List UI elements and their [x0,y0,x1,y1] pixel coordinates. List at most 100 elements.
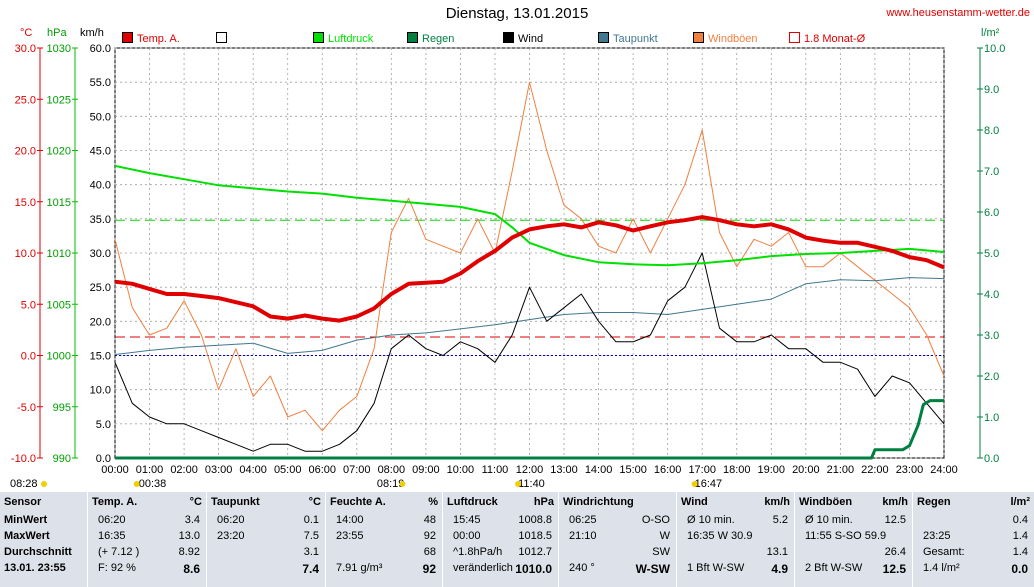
stats-label: 16:35 W 30.9 [687,530,753,542]
stats-footer: 2 Bft W-SW 12.5 [795,562,912,576]
pressure-tick: 1015 [47,197,71,209]
rain-tick: 7.0 [984,166,999,178]
stats-value: 92 [423,530,436,542]
temp-tick: 30.0 [15,43,36,55]
temp-tick: -10.0 [11,453,36,465]
column-unit: °C [308,496,321,508]
stats-label: (+ 7.12 ) [98,546,140,558]
stats-column-regen: Regen l/m² 0.4 23:25 1.4 Gesamt: 1.4 1.4 l/m² 0.… [913,492,1034,587]
stats-value: W [659,530,670,542]
legend-item: 1.8 Monat-Ø [789,32,865,45]
temp-tick: 10.0 [15,248,36,260]
stats-label: 23:20 [217,530,245,542]
time-tick: 17:00 [688,464,716,476]
legend-swatch [503,32,514,43]
legend-item: Wind [503,32,543,45]
event-marker-dot [41,481,47,487]
stats-value: 1008.8 [518,514,552,526]
stats-label: 06:25 [569,514,597,526]
legend-swatch [407,32,418,43]
legend-swatch [313,32,324,43]
rain-tick: 5.0 [984,248,999,260]
time-tick: 08:00 [378,464,406,476]
wind-tick: 30.0 [90,248,111,260]
stats-value: 26.4 [884,546,906,558]
column-unit: km/h [764,496,790,508]
stats-footer-label: veränderlich [453,562,513,574]
event-marker: 08:28 [10,478,38,490]
stats-row: 15:45 1008.8 [443,514,558,528]
stats-footer-value: 4.9 [771,562,788,576]
stats-label: 11:55 S-SO 59.9 [805,530,887,542]
time-tick: 00:00 [101,464,129,476]
stats-footer-label: 7.91 g/m³ [336,562,383,574]
stats-row: Ø 10 min. 12.5 [795,514,912,528]
stats-value: 1.4 [1012,530,1028,542]
pressure-tick: 1020 [47,146,71,158]
wind-tick: 45.0 [90,146,111,158]
pressure-tick: 1030 [47,43,71,55]
time-tick: 02:00 [170,464,198,476]
stats-label: 16:35 [98,530,126,542]
time-tick: 11:00 [482,464,509,476]
stats-column-windrichtung: Windrichtung 06:25 O-SO 21:10 W SW 240 ° W-SW [559,492,677,587]
legend-swatch [789,32,800,43]
time-tick: 09:00 [412,464,440,476]
stats-footer-label: 1.4 l/m² [923,562,960,574]
rain-tick: 4.0 [984,289,999,301]
pressure-unit: hPa [47,27,67,39]
stats-label: 21:10 [569,530,597,542]
wind-tick: 15.0 [90,351,111,363]
time-tick: 12:00 [516,464,544,476]
stats-table: Sensor MinWert MaxWert Durchschnitt 13.0… [0,492,1034,587]
stats-row: 26.4 [795,546,912,560]
legend-label: Wind [518,33,544,45]
stats-row: 13.1 [677,546,794,560]
stats-row: SW [559,546,676,560]
rain-tick: 1.0 [984,412,999,424]
wind-tick: 50.0 [90,111,111,123]
time-tick: 20:00 [792,464,820,476]
stats-row: ^1.8hPa/h 1012.7 [443,546,558,560]
sensor-column: Sensor MinWert MaxWert Durchschnitt 13.0… [0,492,88,587]
legend-label: 1.8 Monat-Ø [804,33,866,45]
stats-footer: veränderlich 1010.0 [443,562,558,576]
site-link[interactable]: www.heusenstamm-wetter.de [886,7,1030,19]
time-tick: 05:00 [274,464,302,476]
stats-value: 48 [423,514,436,526]
stats-column-temp: Temp. A. °C 06:20 3.4 16:35 13.0 (+ 7.12 ) 8.92… [88,492,207,587]
rain-tick: 3.0 [984,330,999,342]
chart-title: Dienstag, 13.01.2015 [445,5,589,22]
stats-footer-value: 7.4 [302,562,319,576]
rain-tick: 9.0 [984,84,999,96]
stats-label: Ø 10 min. [687,514,735,526]
stats-label: 23:25 [923,530,951,542]
row-max: MaxWert [4,530,50,542]
legend-swatch [693,32,704,43]
series-regen [115,399,944,460]
wind-tick: 35.0 [90,214,111,226]
series-temp-a- [114,215,945,323]
stats-row: (+ 7.12 ) 8.92 [88,546,206,560]
stats-footer-value: 12.5 [882,562,906,576]
row-min: MinWert [4,514,48,526]
stats-value: 8.92 [178,546,200,558]
time-tick: 21:00 [827,464,855,476]
series-windb-en [114,81,945,432]
rain-tick: 10.0 [984,43,1005,55]
stats-row: 23:25 1.4 [913,530,1034,544]
stats-label: 06:20 [98,514,126,526]
stats-row: 06:25 O-SO [559,514,676,528]
pressure-tick: 1000 [47,351,71,363]
column-unit: l/m² [1010,496,1030,508]
stats-footer: 7.4 [207,562,325,576]
stats-footer-value: W-SW [635,562,670,576]
stats-row: 68 [326,546,442,560]
event-marker-dot [133,481,140,487]
stats-label: 06:20 [217,514,245,526]
stats-footer: 7.91 g/m³ 92 [326,562,442,576]
stats-footer-value: 92 [422,562,436,576]
stats-value: 1018.5 [518,530,552,542]
column-unit: °C [189,496,202,508]
rain-tick: 2.0 [984,371,999,383]
